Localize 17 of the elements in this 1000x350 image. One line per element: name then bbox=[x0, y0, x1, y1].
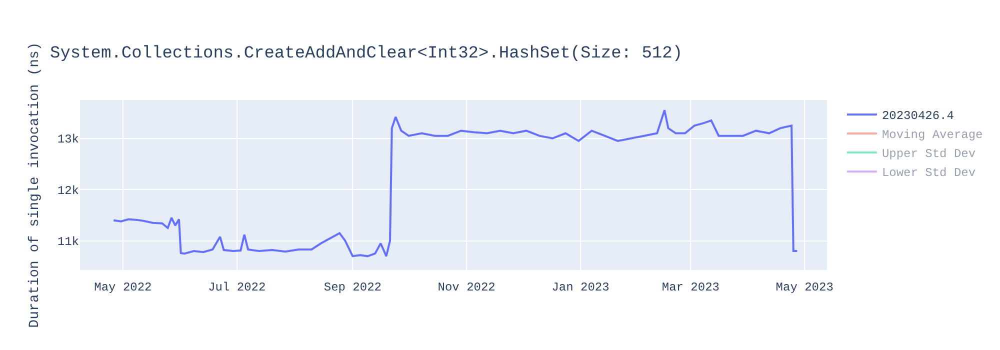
legend-label: Upper Std Dev bbox=[882, 147, 976, 162]
y-tick-label: 13k bbox=[57, 132, 79, 147]
x-tick-label: May 2023 bbox=[776, 280, 834, 294]
x-tick-label: Jan 2023 bbox=[552, 280, 610, 294]
x-tick-label: May 2022 bbox=[94, 280, 152, 294]
legend-label: Moving Average bbox=[882, 128, 983, 142]
line-series bbox=[112, 109, 798, 258]
chart-title: System.Collections.CreateAddAndClear<Int32>.HashSet(Size: 512) bbox=[50, 44, 683, 64]
x-tick-label: Sep 2022 bbox=[324, 280, 382, 294]
x-tick-label: Mar 2023 bbox=[662, 280, 720, 294]
x-tick-label: Jul 2022 bbox=[208, 280, 266, 294]
y-tick-label: 11k bbox=[57, 235, 79, 250]
x-tick-label: Nov 2022 bbox=[438, 280, 496, 294]
y-axis-title: Duration of single invocation (ns) bbox=[26, 42, 43, 328]
legend-label: 20230426.4 bbox=[882, 109, 954, 124]
y-tick-label: 12k bbox=[57, 184, 79, 198]
legend-label: Lower Std Dev bbox=[882, 166, 976, 180]
